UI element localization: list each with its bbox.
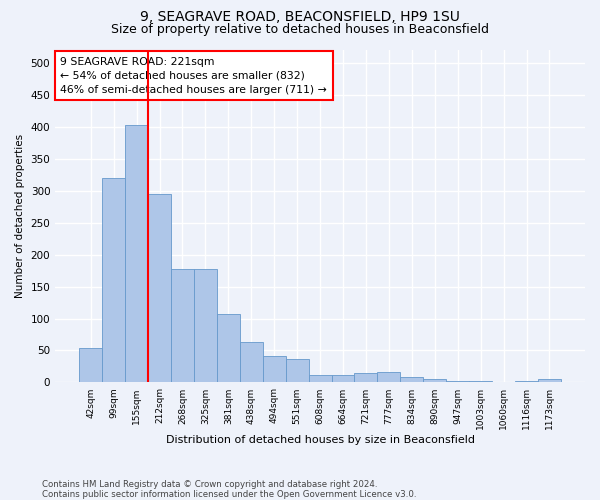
Bar xyxy=(194,268,217,382)
Bar xyxy=(79,348,102,382)
Text: 9 SEAGRAVE ROAD: 221sqm
← 54% of detached houses are smaller (832)
46% of semi-d: 9 SEAGRAVE ROAD: 221sqm ← 54% of detache… xyxy=(61,56,327,94)
Bar xyxy=(538,380,561,382)
Bar xyxy=(332,376,355,382)
Bar xyxy=(171,268,194,382)
Text: 9, SEAGRAVE ROAD, BEACONSFIELD, HP9 1SU: 9, SEAGRAVE ROAD, BEACONSFIELD, HP9 1SU xyxy=(140,10,460,24)
Bar xyxy=(446,380,469,382)
Bar xyxy=(515,380,538,382)
Bar xyxy=(102,178,125,382)
Bar xyxy=(355,373,377,382)
Text: Size of property relative to detached houses in Beaconsfield: Size of property relative to detached ho… xyxy=(111,22,489,36)
Bar xyxy=(377,372,400,382)
Bar xyxy=(400,378,423,382)
Bar xyxy=(217,314,240,382)
Bar xyxy=(423,380,446,382)
Bar xyxy=(286,360,308,382)
Text: Contains HM Land Registry data © Crown copyright and database right 2024.
Contai: Contains HM Land Registry data © Crown c… xyxy=(42,480,416,499)
Bar xyxy=(308,376,332,382)
Y-axis label: Number of detached properties: Number of detached properties xyxy=(15,134,25,298)
Bar xyxy=(263,356,286,382)
Bar xyxy=(240,342,263,382)
Bar xyxy=(469,381,492,382)
X-axis label: Distribution of detached houses by size in Beaconsfield: Distribution of detached houses by size … xyxy=(166,435,475,445)
Bar xyxy=(125,126,148,382)
Bar xyxy=(148,194,171,382)
